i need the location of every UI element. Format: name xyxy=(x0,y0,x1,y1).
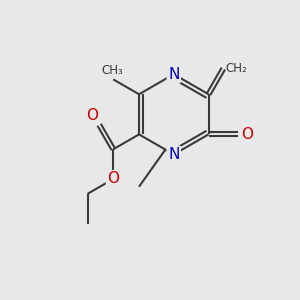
Text: N: N xyxy=(168,147,179,162)
Text: CH₃: CH₃ xyxy=(101,64,123,77)
Text: CH₂: CH₂ xyxy=(226,62,248,75)
Text: O: O xyxy=(86,108,98,123)
Text: N: N xyxy=(168,67,179,82)
Text: O: O xyxy=(241,127,253,142)
Text: O: O xyxy=(107,172,119,187)
